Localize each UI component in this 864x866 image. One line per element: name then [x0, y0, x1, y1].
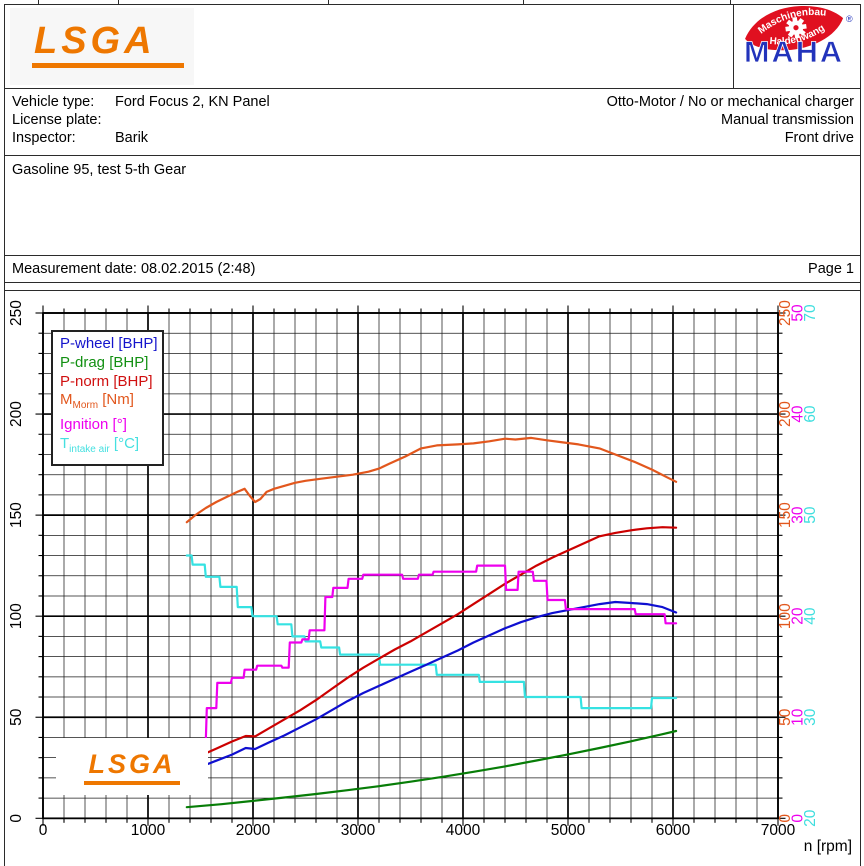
- left-axis-tick-label: 0: [8, 814, 25, 823]
- chart-legend: P-wheel [BHP] P-drag [BHP] P-norm [BHP] MMo…: [51, 330, 164, 466]
- curve-M-norm: [185, 436, 678, 524]
- right-axis-tick-label: 30: [802, 708, 819, 726]
- left-axis-tick-label: 150: [8, 502, 25, 528]
- right-axis-tick-label: 250: [777, 300, 794, 326]
- left-axis-tick-label: 100: [8, 603, 25, 629]
- right-axis-tick-label: 20: [802, 809, 819, 827]
- measurement-date: Measurement date: 08.02.2015 (2:48): [12, 261, 256, 277]
- test-note: Gasoline 95, test 5-th Gear: [12, 162, 187, 178]
- curve-P-wheel: [185, 600, 678, 774]
- top-tick-stub: [523, 0, 524, 4]
- right-axis-tick-label: 100: [777, 603, 794, 629]
- plot-border: [42, 312, 779, 820]
- engine-config-line: Otto-Motor / No or mechanical charger: [606, 94, 854, 110]
- curve-Ignition: [185, 564, 678, 764]
- left-axis-tick-label: 200: [8, 401, 25, 427]
- right-axis-tick-label: 50: [802, 506, 819, 524]
- right-axis-tick-label: 0: [790, 814, 807, 823]
- engine-config-line: Front drive: [784, 130, 854, 146]
- top-tick-stub: [328, 0, 329, 4]
- legend-item-4: Ignition [°]: [60, 416, 127, 434]
- header-row-divider: [4, 88, 861, 89]
- note-row-divider: [4, 255, 861, 256]
- right-axis-tick-label: 60: [802, 405, 819, 423]
- right-axis-tick-label: 50: [777, 708, 794, 726]
- legend-item-5: Tintake air [°C]: [60, 434, 140, 455]
- x-axis-labels: 0 1000 2000 3000 4000 5000 6000 7000 n [rpm]: [39, 822, 852, 855]
- logo-cell-divider: [733, 4, 734, 88]
- vehicle-field-values: Ford Focus 2, KN Panel Barik: [115, 93, 270, 147]
- page-top-border: [4, 4, 861, 5]
- right-axis-labels-torque: 0 50 100 150 200 250: [777, 300, 794, 823]
- field-label: Vehicle type:: [12, 94, 95, 110]
- curve-P-drag: [185, 729, 678, 809]
- engine-config-lines: Otto-Motor / No or mechanical charger Ma…: [607, 93, 854, 147]
- field-label: Inspector:: [12, 130, 76, 146]
- x-axis-tick-label: 7000: [761, 822, 796, 839]
- chart-watermark-text: LSGA: [84, 749, 180, 785]
- left-axis-tick-label: 50: [8, 708, 25, 726]
- lsga-logo-underline: [32, 63, 184, 68]
- legend-item-0: P-wheel [BHP]: [60, 335, 158, 352]
- right-axis-tick-label: 70: [802, 304, 819, 322]
- dyno-chart: 0 1000 2000 3000 4000 5000 6000 7000 n [rpm] 0 50 1…: [0, 290, 864, 866]
- right-axis-tick-label: 200: [777, 401, 794, 427]
- axis-ticks: [35, 305, 786, 826]
- maha-registered-mark: ®: [846, 14, 853, 24]
- x-axis-tick-label: 1000: [131, 822, 166, 839]
- right-axis-tick-label: 50: [790, 304, 807, 322]
- right-axis-tick-label: 40: [790, 405, 807, 423]
- page-number: Page 1: [808, 261, 854, 277]
- curve-P-norm: [185, 526, 678, 764]
- right-axis-tick-label: 0: [777, 814, 794, 823]
- x-axis-tick-label: 5000: [551, 822, 586, 839]
- right-axis-tick-label: 30: [790, 506, 807, 524]
- field-value: Ford Focus 2, KN Panel: [115, 94, 270, 110]
- left-axis-labels: 0 50 100 150 200 250: [8, 300, 25, 823]
- right-axis-tick-label: 20: [790, 607, 807, 625]
- legend-item-3: MMorm [Nm]: [60, 391, 134, 412]
- lsga-logo: LSGA: [10, 8, 194, 85]
- maha-logo-graphic: Maschinenbau Haldenwang ® MA: [744, 4, 853, 69]
- top-tick-stub: [730, 0, 731, 4]
- legend-item-1: P-drag [BHP]: [60, 353, 149, 371]
- top-tick-stub: [118, 0, 119, 4]
- right-axis-tick-label: 150: [777, 502, 794, 528]
- chart-box-border: [4, 290, 861, 866]
- right-axis-labels-temp: 20 30 40 50 60 70: [802, 304, 819, 827]
- info-row-divider: [4, 155, 861, 156]
- vehicle-field-labels: Vehicle type: License plate: Inspector:: [12, 93, 101, 147]
- field-label: License plate:: [12, 112, 102, 128]
- field-value: [115, 111, 270, 129]
- maha-logo: Maschinenbau Haldenwang ® MA: [734, 4, 861, 88]
- maha-wordmark: MAHA: [744, 36, 844, 68]
- x-axis-title: n [rpm]: [804, 838, 852, 855]
- right-axis-tick-label: 10: [790, 708, 807, 726]
- top-tick-stub: [38, 0, 39, 4]
- x-axis-tick-label: 3000: [341, 822, 376, 839]
- legend-item-2: P-norm [BHP]: [60, 372, 153, 390]
- curve-T-intake-air: [185, 554, 678, 710]
- chart-watermark: LSGA: [56, 738, 208, 795]
- maha-gear-icon: [785, 17, 807, 39]
- engine-config-line: Manual transmission: [721, 112, 854, 128]
- right-axis-labels-ignition: 0 10 20 30 40 50: [790, 304, 807, 823]
- x-axis-tick-label: 4000: [446, 822, 481, 839]
- x-axis-tick-label: 0: [39, 822, 48, 839]
- x-axis-tick-label: 6000: [656, 822, 691, 839]
- field-value: Barik: [115, 130, 149, 146]
- measurement-row-divider: [4, 282, 861, 283]
- right-axis-tick-label: 40: [802, 607, 819, 625]
- lsga-logo-text: LSGA: [34, 20, 156, 62]
- x-axis-tick-label: 2000: [236, 822, 271, 839]
- left-axis-tick-label: 250: [8, 300, 25, 326]
